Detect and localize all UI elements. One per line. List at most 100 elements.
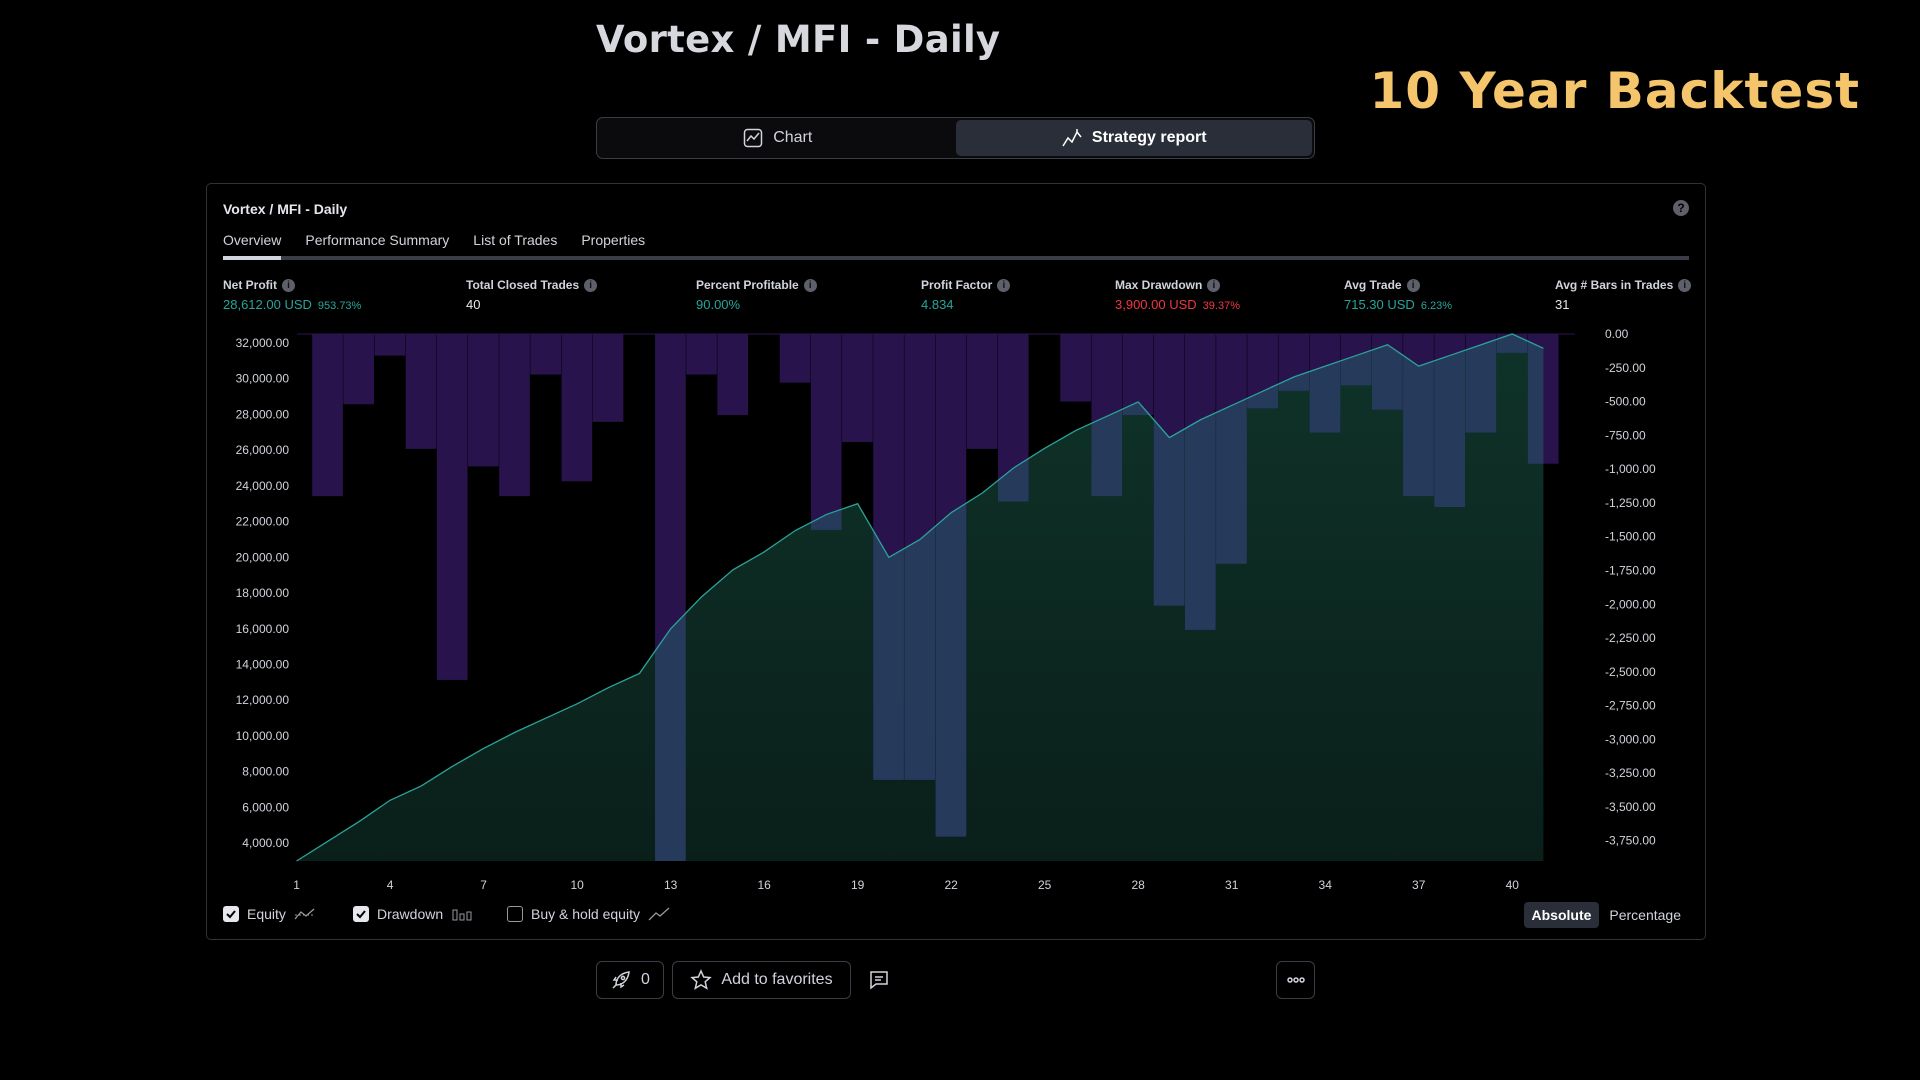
metric-label: Total Closed Trades [466,278,580,292]
info-icon[interactable]: i [803,278,817,292]
metric-avg-trade: Avg Trade i 715.30 USD 6.23% [1344,278,1452,312]
metric-net-profit: Net Profit i 28,612.00 USD 953.73% [223,278,361,312]
x-tick-label: 28 [1132,878,1146,892]
x-tick-label: 16 [757,878,771,892]
tab-list-of-trades[interactable]: List of Trades [473,232,558,248]
y-left-tick-label: 12,000.00 [236,693,290,707]
metric-label: Percent Profitable [696,278,799,292]
page-title: Vortex / MFI - Daily [596,18,1001,61]
strategy-report-tab-button[interactable]: Strategy report [955,120,1312,156]
boost-count: 0 [641,971,650,988]
tab-properties[interactable]: Properties [581,232,646,248]
metric-sub-value: 39.37% [1202,300,1240,312]
more-dots-icon [1286,977,1305,983]
value-mode-toggle: Absolute Percentage [1523,902,1690,928]
drawdown-checkbox[interactable] [353,906,369,922]
metric-value: 31 [1555,297,1570,312]
y-right-tick-label: 0.00 [1605,327,1629,341]
comments-button[interactable] [864,961,894,999]
drawdown-bar [966,334,998,449]
metric-percent-profitable: Percent Profitable i 90.00% [696,278,817,312]
more-options-button[interactable] [1276,961,1315,999]
y-left-tick-label: 26,000.00 [236,443,290,457]
y-left-tick-label: 16,000.00 [236,622,290,636]
info-icon[interactable]: i [1678,278,1692,292]
check-icon [356,910,366,919]
x-tick-label: 34 [1319,878,1333,892]
y-left-tick-label: 14,000.00 [236,657,290,671]
equity-checkbox[interactable] [223,906,239,922]
metric-value: 715.30 USD [1344,297,1415,312]
legend-drawdown[interactable]: Drawdown [353,906,473,922]
percentage-button[interactable]: Percentage [1609,907,1681,923]
buy-hold-checkbox[interactable] [507,906,523,922]
drawdown-bar [499,334,530,497]
y-right-tick-label: -500.00 [1605,395,1646,409]
absolute-button[interactable]: Absolute [1523,902,1600,928]
y-left-tick-label: 10,000.00 [236,729,290,743]
y-left-tick-label: 30,000.00 [236,372,290,386]
y-left-tick-label: 22,000.00 [236,515,290,529]
drawdown-bar [561,334,593,482]
info-icon[interactable]: i [997,278,1011,292]
x-tick-label: 22 [944,878,958,892]
y-left-tick-label: 28,000.00 [236,407,290,421]
x-tick-label: 7 [480,878,487,892]
y-right-tick-label: -3,500.00 [1605,800,1656,814]
metric-value: 4.834 [921,297,954,312]
metric-value: 90.00% [696,297,741,312]
drawdown-bar [779,334,811,383]
favorites-label: Add to favorites [721,971,833,988]
rocket-icon [612,971,630,989]
equity-line-icon [294,908,315,920]
add-to-favorites-button[interactable]: Add to favorites [672,961,851,999]
strategy-report-tab-label: Strategy report [1091,129,1207,146]
x-tick-label: 19 [851,878,865,892]
drawdown-bars-icon [452,909,472,921]
legend-equity[interactable]: Equity [223,906,316,922]
metric-label: Net Profit [223,278,277,292]
chart-icon [743,128,763,148]
metric-total-closed-trades: Total Closed Trades i 40 [466,278,598,312]
equity-label: Equity [247,906,286,922]
y-left-tick-label: 18,000.00 [236,586,290,600]
tab-overview[interactable]: Overview [223,232,282,248]
drawdown-bar [343,334,375,405]
boost-button[interactable]: 0 [596,961,664,999]
tab-performance-summary[interactable]: Performance Summary [305,232,450,248]
report-tabs: Overview Performance Summary List of Tra… [223,232,645,257]
info-icon[interactable]: i [282,278,295,292]
backtest-banner: 10 Year Backtest [1369,62,1860,120]
metric-sub-value: 6.23% [1420,300,1453,312]
metric-max-drawdown: Max Drawdown i 3,900.00 USD 39.37% [1115,278,1240,312]
y-right-tick-label: -3,250.00 [1605,766,1656,780]
drawdown-bar [436,334,468,680]
y-right-tick-label: -3,000.00 [1605,732,1656,746]
metric-label: Avg Trade [1344,278,1402,292]
x-tick-label: 4 [387,878,394,892]
y-right-tick-label: -2,750.00 [1605,699,1656,713]
x-tick-label: 13 [664,878,678,892]
info-icon[interactable]: i [584,278,598,292]
drawdown-bar [1060,334,1091,402]
y-right-tick-label: -2,500.00 [1605,665,1656,679]
check-icon [226,910,236,919]
help-icon[interactable]: ? [1673,200,1689,216]
x-tick-label: 37 [1412,878,1426,892]
y-left-tick-label: 32,000.00 [236,336,290,350]
metric-label: Profit Factor [921,278,993,292]
y-left-tick-label: 24,000.00 [236,479,290,493]
y-right-tick-label: -2,000.00 [1605,597,1656,611]
y-right-tick-label: -1,250.00 [1605,496,1656,510]
metric-sub-value: 953.73% [317,300,362,312]
legend-buy-hold-equity[interactable]: Buy & hold equity [507,906,670,922]
tab-active-indicator [223,256,281,260]
metric-value: 3,900.00 USD [1115,297,1197,312]
drawdown-label: Drawdown [377,906,444,922]
info-icon[interactable]: i [1406,278,1420,292]
drawdown-bar [717,334,749,416]
equity-drawdown-chart[interactable]: 4,000.00 6,000.00 8,000.00 10,000.00 12,000.… [207,184,1707,904]
drawdown-bar [312,334,343,497]
chart-tab-button[interactable]: Chart [599,120,956,156]
info-icon[interactable]: i [1207,278,1221,292]
